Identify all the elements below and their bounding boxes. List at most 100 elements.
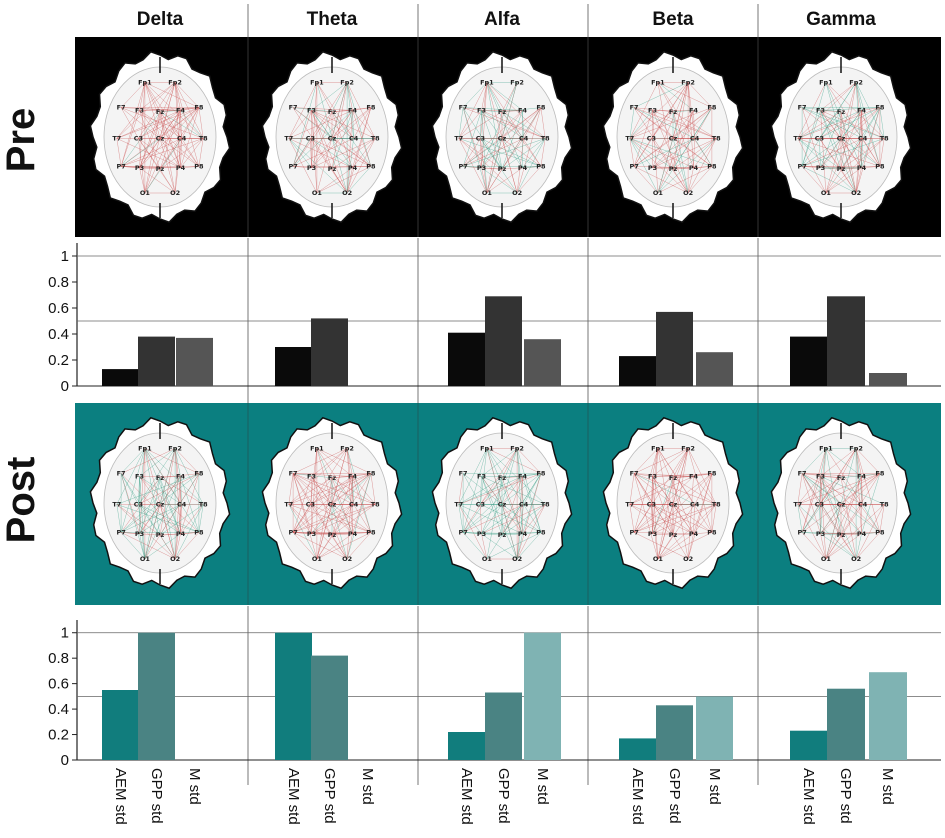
edge	[855, 448, 862, 477]
bar-post-delta-1	[138, 632, 175, 760]
edge	[629, 504, 635, 533]
electrode-label: C3	[134, 500, 143, 508]
edge	[311, 110, 354, 139]
edge	[657, 535, 674, 560]
edge	[316, 504, 354, 560]
edge	[144, 448, 200, 533]
edge	[516, 532, 542, 560]
electrode-label: Pz	[837, 165, 846, 173]
edge	[120, 448, 146, 474]
electrode-label: F4	[176, 472, 185, 480]
electrode-label: F8	[875, 104, 884, 112]
edge	[292, 111, 333, 167]
edge	[481, 167, 503, 170]
edge	[346, 448, 353, 477]
edge	[311, 532, 371, 535]
edge	[481, 110, 503, 139]
edge	[516, 138, 524, 194]
electrode-label: T8	[880, 134, 889, 142]
electrode-label: C3	[476, 500, 485, 508]
edge	[346, 448, 372, 533]
electrode-label: T8	[541, 500, 550, 508]
edge	[458, 504, 488, 560]
edge	[633, 504, 695, 533]
edge	[634, 107, 674, 113]
electrode-label: F7	[289, 470, 298, 478]
edge	[144, 448, 161, 536]
edge	[139, 82, 176, 111]
edge	[694, 138, 713, 167]
edge	[293, 473, 353, 477]
edge	[311, 107, 372, 168]
electrode-label: P8	[194, 162, 204, 170]
edge	[629, 107, 712, 139]
edge	[694, 473, 713, 505]
edge	[820, 110, 885, 139]
edge	[288, 504, 348, 560]
brain-map-post-alfa: Fp1 Fp2 F7 F3 Fz F4 F8 T7 C3 Cz C4 T8 P7 P3 Pz P4 P8 O1 O2	[431, 416, 573, 590]
electrode-label: Fp2	[510, 444, 524, 452]
edge	[522, 473, 542, 534]
edge	[501, 504, 542, 533]
edge	[311, 82, 348, 111]
edge	[159, 110, 181, 170]
edge	[693, 473, 713, 534]
edge	[819, 504, 821, 534]
electrode-label: T8	[541, 134, 550, 142]
y-tick-label: 0.8	[48, 274, 69, 291]
y-tick-label: 0	[61, 752, 69, 769]
electrode-label: Fp1	[651, 78, 665, 86]
edge	[629, 111, 674, 139]
edge	[629, 110, 653, 139]
edge	[486, 532, 542, 560]
edge	[120, 107, 139, 139]
edge	[633, 138, 652, 167]
category-label-theta-2: M std	[359, 768, 376, 805]
edge	[657, 504, 674, 560]
edge	[458, 477, 503, 505]
edge	[138, 138, 146, 194]
edge	[311, 138, 376, 169]
edge	[820, 110, 857, 194]
edge	[801, 448, 827, 533]
edge	[463, 107, 523, 111]
edge	[120, 504, 182, 533]
electrode-label: O1	[653, 189, 664, 197]
edge	[331, 477, 354, 505]
edge	[481, 107, 542, 168]
y-tick-label: 0.8	[48, 650, 69, 667]
edge	[861, 138, 863, 168]
edge	[693, 473, 712, 477]
edge	[825, 167, 862, 194]
edge	[672, 110, 694, 139]
edge	[687, 448, 717, 505]
edge	[116, 138, 122, 167]
electrode-label: F4	[176, 106, 185, 114]
edge	[481, 110, 503, 170]
electrode-label: T7	[284, 134, 293, 142]
edge	[633, 532, 689, 560]
electrode-label: F8	[536, 470, 545, 478]
edge	[516, 504, 524, 560]
electrode-label: P4	[518, 164, 528, 172]
edge	[462, 532, 488, 560]
category-label-beta-2: M std	[706, 768, 723, 805]
edge	[458, 504, 523, 535]
edge	[819, 477, 842, 505]
edge	[657, 532, 713, 560]
connectivity-edges	[797, 448, 885, 560]
edge	[652, 473, 713, 534]
brain-map-pre-beta: Fp1 Fp2 F7 F3 Fz F4 F8 T7 C3 Cz C4 T8 P7 P3 Pz P4 P8 O1 O2	[602, 50, 744, 224]
edge	[174, 532, 200, 560]
edge	[652, 110, 689, 194]
edge	[633, 448, 689, 474]
edge	[180, 532, 199, 535]
edge	[174, 82, 181, 111]
edge	[292, 532, 318, 560]
edge	[634, 473, 653, 477]
electrode-label: T7	[793, 134, 802, 142]
edge	[346, 82, 372, 167]
edge	[825, 504, 842, 560]
edge	[331, 107, 372, 139]
edge	[310, 138, 372, 167]
